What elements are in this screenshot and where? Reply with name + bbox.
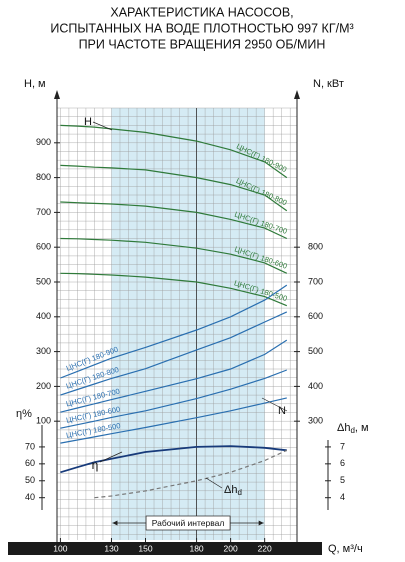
eta-axis-label: η% — [16, 408, 32, 420]
curve — [60, 445, 287, 474]
x-tick-label: 150 — [138, 543, 152, 553]
axis-arrow — [294, 90, 300, 99]
y-tick-label: 800 — [36, 172, 51, 182]
y-tick-label: 400 — [36, 311, 51, 321]
y-tick-label: 500 — [36, 276, 51, 286]
annotation: H — [84, 116, 92, 128]
y-tick-label: 600 — [36, 242, 51, 252]
curve — [60, 284, 288, 379]
annotation: N — [278, 405, 286, 417]
series-label-main: Δh — [224, 484, 237, 496]
dh-label-sub: d — [350, 426, 354, 435]
curve — [94, 449, 288, 499]
interval-label: Рабочий интервал — [152, 518, 225, 528]
annotation-leader — [261, 397, 288, 412]
title-line: ИСПЫТАННЫХ НА ВОДЕ ПЛОТНОСТЬЮ 997 КГ/М³ — [50, 21, 353, 35]
curve — [60, 164, 288, 212]
y2-axis-label: N, кВт — [313, 78, 344, 90]
annotation-leader — [205, 477, 223, 489]
y-tick-label: 300 — [36, 346, 51, 356]
x-tick-label: 220 — [258, 543, 272, 553]
y2-tick-label: 400 — [308, 381, 323, 391]
annotation-leader — [99, 451, 123, 463]
dh-axis-label: Δhd, м — [337, 422, 369, 435]
dh-tick-label: 5 — [340, 475, 345, 485]
title-line: ХАРАКТЕРИСТИКА НАСОСОВ, — [110, 5, 293, 19]
curve — [60, 201, 288, 240]
y-tick-label: 200 — [36, 381, 51, 391]
axis-arrow — [54, 90, 60, 99]
y2-tick-label: 600 — [308, 311, 323, 321]
y-tick-label: 900 — [36, 137, 51, 147]
curve — [60, 311, 288, 396]
curve — [60, 272, 288, 307]
dh-label-unit: , м — [355, 422, 369, 434]
dh-tick-label: 7 — [340, 441, 345, 451]
series-label: η — [92, 458, 99, 472]
x-axis-label: Q, м³/ч — [328, 543, 363, 555]
dh-label-main: Δh — [337, 422, 350, 434]
curve — [60, 124, 288, 179]
curve — [60, 397, 287, 444]
eta-tick-label: 40 — [25, 492, 35, 502]
x-tick-label: 180 — [189, 543, 203, 553]
y-tick-label: 100 — [36, 416, 51, 426]
series-label: Δhd — [224, 484, 242, 497]
y-axis-label: H, м — [24, 78, 46, 90]
interval-label-box — [145, 515, 231, 531]
annotation-leader — [92, 121, 113, 131]
plot-layer — [54, 90, 324, 551]
title-line: ПРИ ЧАСТОТЕ ВРАЩЕНИЯ 2950 ОБ/МИН — [79, 37, 326, 51]
eta-tick-label: 50 — [25, 475, 35, 485]
dh-tick-label: 6 — [340, 458, 345, 468]
y-tick-label: 700 — [36, 207, 51, 217]
eta-tick-label: 70 — [25, 441, 35, 451]
series-label-sub: d — [237, 488, 241, 497]
eta-tick-label: 60 — [25, 458, 35, 468]
y2-tick-label: 800 — [308, 242, 323, 252]
dh-tick-label: 4 — [340, 492, 345, 502]
x-tick-label: 130 — [104, 543, 118, 553]
curve — [60, 339, 288, 413]
curve — [60, 237, 288, 274]
curve — [60, 369, 288, 429]
x-axis-band — [8, 542, 322, 555]
x-tick-label: 100 — [53, 543, 67, 553]
y2-tick-label: 300 — [308, 416, 323, 426]
y2-tick-label: 500 — [308, 346, 323, 356]
x-tick-label: 200 — [224, 543, 238, 553]
y2-tick-label: 700 — [308, 276, 323, 286]
